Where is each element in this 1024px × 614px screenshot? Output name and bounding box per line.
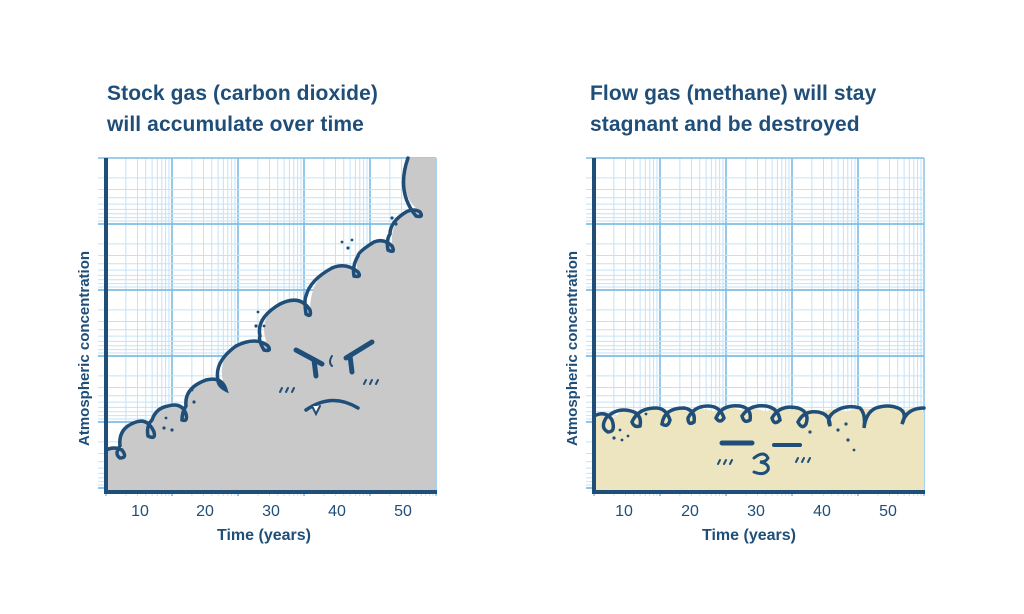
pouting-face-icon	[717, 440, 811, 476]
title-line-2: will accumulate over time	[107, 113, 364, 136]
x-tick-50: 50	[879, 503, 897, 520]
cloud-freckles	[162, 216, 398, 432]
x-tick-20: 20	[681, 503, 699, 520]
chart-title: Stock gas (carbon dioxide) will accumula…	[107, 78, 378, 140]
x-tick-30: 30	[262, 503, 280, 520]
title-line-2: stagnant and be destroyed	[590, 113, 860, 136]
x-tick-10: 10	[615, 503, 633, 520]
angry-face-icon	[279, 339, 379, 417]
methane-plot-area	[586, 157, 926, 496]
x-tick-40: 40	[813, 503, 831, 520]
y-axis-label: Atmospheric concentration	[564, 250, 581, 446]
methane-area-fill	[594, 407, 924, 492]
co2-plot-area	[98, 156, 437, 496]
chart-title: Flow gas (methane) will stay stagnant an…	[590, 78, 876, 140]
x-axis-label: Time (years)	[702, 527, 796, 544]
x-tick-30: 30	[747, 503, 765, 520]
x-tick-50: 50	[394, 503, 412, 520]
co2-chart-panel: Stock gas (carbon dioxide) will accumula…	[76, 78, 437, 544]
x-tick-40: 40	[328, 503, 346, 520]
x-tick-20: 20	[196, 503, 214, 520]
x-axis-label: Time (years)	[217, 527, 311, 544]
title-line-1: Stock gas (carbon dioxide)	[107, 82, 378, 105]
cloud-freckles	[612, 412, 856, 452]
methane-chart-panel: Flow gas (methane) will stay stagnant an…	[488, 0, 1000, 614]
co2-cloud-outline	[104, 156, 424, 460]
x-tick-10: 10	[131, 503, 149, 520]
y-axis-label: Atmospheric concentration	[76, 250, 93, 446]
co2-area-fill	[106, 158, 436, 492]
methane-cloud-outline	[592, 403, 926, 434]
title-line-1: Flow gas (methane) will stay	[590, 82, 877, 105]
